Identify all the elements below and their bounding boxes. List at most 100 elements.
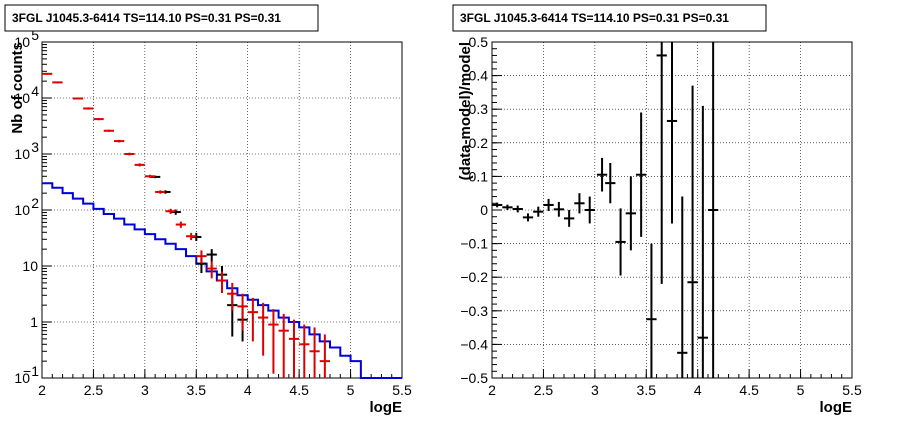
- model-point: [134, 163, 145, 167]
- residual-y-axis-label: (data-model)/model: [457, 42, 474, 180]
- counts-series: [42, 72, 402, 379]
- counts-x-tick-label: 5.5: [392, 382, 412, 398]
- residual-point: [522, 213, 534, 222]
- model-point: [186, 232, 197, 241]
- residual-point: [625, 176, 636, 251]
- counts-x-tick-label: 4.5: [289, 382, 309, 398]
- residual-point: [543, 198, 554, 212]
- residual-point: [697, 105, 708, 378]
- counts-y-tick-exponent: 4: [31, 83, 39, 99]
- residual-point: [564, 210, 575, 227]
- counts-y-tick-exponent: 2: [31, 195, 39, 211]
- counts-grid: [42, 42, 402, 378]
- model-point: [52, 81, 63, 84]
- counts-y-tick-label: 10: [14, 370, 30, 386]
- model-point: [216, 271, 228, 293]
- residual-point: [615, 208, 626, 276]
- residual-y-tick-label: −0.2: [460, 269, 488, 285]
- model-point: [227, 282, 238, 311]
- residual-point: [533, 206, 544, 217]
- residual-panel: 2 2.5 3 3.5 4 4.5 5 5.5 −0.5 −0.4 −0.3 −0.2 −0.1 0 0.1…: [452, 4, 862, 416]
- model-point: [165, 208, 176, 214]
- counts-y-tick-label: 10: [14, 202, 30, 218]
- model-point: [237, 293, 248, 331]
- residual-x-tick-label: 5: [797, 382, 805, 398]
- residual-y-tick-label: 0.3: [469, 101, 489, 117]
- residual-point: [646, 243, 657, 378]
- residual-y-tick-label: −0.1: [460, 236, 488, 252]
- model-point: [247, 297, 258, 342]
- residual-point: [574, 193, 585, 214]
- model-point: [124, 152, 135, 156]
- residual-x-tick-label: 4.5: [739, 382, 759, 398]
- model-point: [319, 334, 330, 378]
- residual-x-axis-label: logE: [820, 399, 853, 416]
- counts-x-tick-label: 3: [141, 382, 149, 398]
- counts-x-tick-label: 2.5: [84, 382, 104, 398]
- counts-title-box: [4, 4, 319, 32]
- model-point: [278, 313, 289, 378]
- residual-y-tick-label: 0.4: [469, 68, 489, 84]
- counts-y-tick-label: 1: [30, 314, 38, 330]
- residual-point: [656, 42, 667, 284]
- model-point: [196, 250, 207, 264]
- counts-x-axis-label: logE: [370, 399, 403, 416]
- model-point: [155, 190, 166, 194]
- model-point: [299, 324, 310, 378]
- residual-x-tick-label: 4: [694, 382, 702, 398]
- counts-y-tick-exponent: −1: [23, 363, 39, 379]
- model-step-line: [42, 182, 402, 379]
- residual-point: [605, 162, 616, 204]
- model-point: [288, 319, 300, 378]
- residual-y-tick-label: −0.4: [460, 336, 488, 352]
- counts-y-tick-label: 10: [14, 90, 30, 106]
- residual-point: [553, 201, 564, 217]
- data-point: [206, 249, 217, 262]
- residual-point: [636, 112, 647, 237]
- counts-y-axis-label: Nb of counts: [9, 42, 26, 134]
- residual-x-tick-label: 2: [488, 382, 496, 398]
- model-point: [42, 72, 53, 75]
- model-point: [72, 97, 84, 100]
- counts-y-tick-exponent: 5: [31, 27, 39, 43]
- residual-point: [492, 202, 503, 208]
- residual-y-tick-label: −0.3: [460, 303, 488, 319]
- residual-x-tick-label: 3.5: [637, 382, 657, 398]
- counts-y-tick-exponent: 3: [31, 139, 39, 155]
- residual-y-tick-label: −0.5: [460, 370, 488, 386]
- model-point: [175, 221, 186, 228]
- residual-y-tick-label: 0.5: [469, 34, 489, 50]
- residual-point: [708, 42, 719, 378]
- residual-point: [584, 196, 595, 224]
- residual-point: [502, 204, 513, 210]
- counts-title: 3FGL J1045.3-6414 TS=114.10 PS=0.31 PS=0…: [12, 11, 281, 25]
- residual-x-tick-label: 5.5: [842, 382, 862, 398]
- model-point: [268, 309, 279, 374]
- residual-axis-ticks: 2 2.5 3 3.5 4 4.5 5 5.5 −0.5 −0.4 −0.3 −0.2 −0.1 0 0.1…: [460, 34, 862, 398]
- counts-x-tick-label: 5: [347, 382, 355, 398]
- residual-y-tick-label: 0.2: [469, 135, 489, 151]
- model-point: [258, 302, 269, 356]
- model-point: [206, 261, 217, 279]
- residual-point: [677, 196, 688, 378]
- residual-x-tick-label: 2.5: [534, 382, 554, 398]
- model-point: [103, 129, 114, 132]
- residual-point: [666, 42, 678, 224]
- counts-x-tick-label: 4: [244, 382, 252, 398]
- model-point: [83, 107, 94, 110]
- residual-title-box: [452, 4, 767, 32]
- residual-point: [596, 157, 608, 192]
- counts-y-tick-label: 10: [14, 146, 30, 162]
- residual-x-tick-label: 3: [591, 382, 599, 398]
- model-point: [309, 327, 320, 378]
- residual-y-tick-label: 0.1: [469, 168, 489, 184]
- residual-point: [687, 85, 698, 378]
- counts-y-tick-label: 10: [22, 258, 38, 274]
- model-point: [93, 117, 104, 121]
- residual-title: 3FGL J1045.3-6414 TS=114.10 PS=0.31 PS=0…: [460, 11, 729, 25]
- residual-y-tick-label: 0: [480, 202, 488, 218]
